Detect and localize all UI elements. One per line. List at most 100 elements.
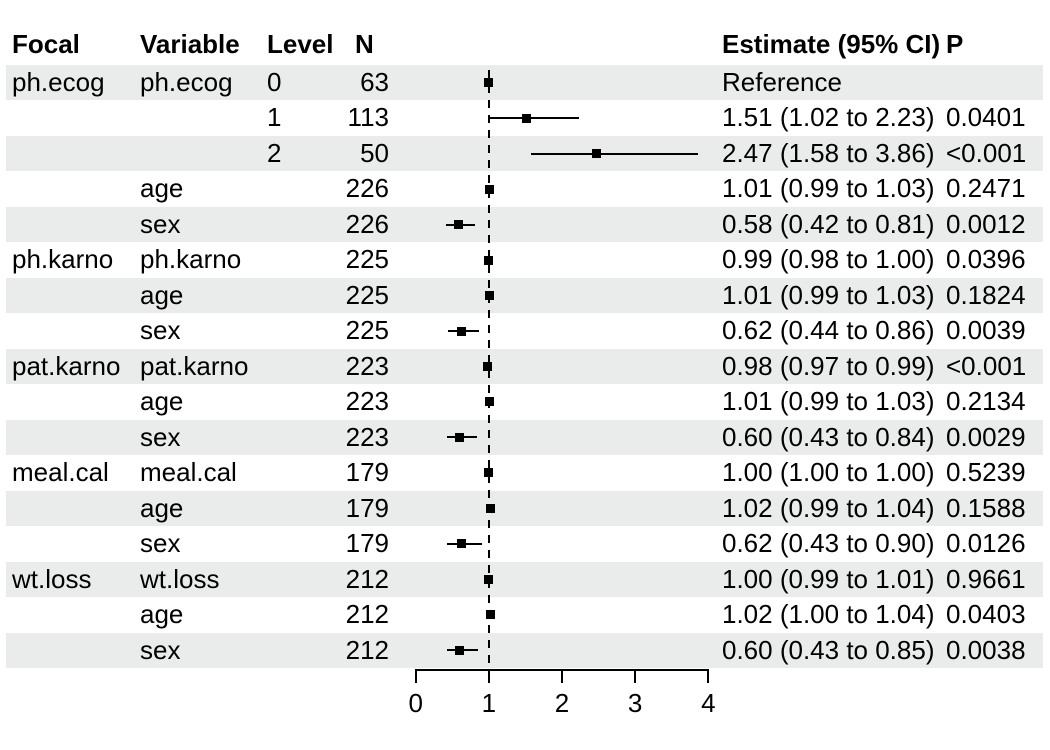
point-estimate-marker (482, 361, 492, 371)
variable-cell: sex (140, 315, 181, 346)
estimate-cell: 1.02 (1.00 to 1.04) (722, 599, 935, 630)
estimate-cell: 1.01 (0.99 to 1.03) (722, 173, 935, 204)
n-cell: 225 (345, 315, 389, 346)
focal-cell: meal.cal (12, 457, 109, 488)
point-estimate-marker (521, 113, 531, 123)
p-value-cell: 0.0039 (946, 315, 1026, 346)
estimate-cell: 2.47 (1.58 to 3.86) (722, 137, 935, 168)
variable-cell: ph.ecog (140, 67, 233, 97)
p-value-cell: 0.5239 (946, 457, 1026, 488)
n-cell: 179 (345, 492, 389, 523)
n-cell: 225 (345, 244, 389, 275)
p-value-cell: 0.0396 (946, 244, 1026, 275)
n-cell: 212 (345, 634, 389, 665)
point-estimate-marker (483, 255, 493, 265)
p-value-cell: 0.1824 (946, 279, 1026, 310)
n-cell: 179 (345, 528, 389, 559)
row-stripe (6, 277, 1043, 314)
n-cell: 223 (345, 421, 389, 452)
variable-cell: sex (140, 208, 181, 239)
estimate-cell: 0.62 (0.44 to 0.86) (722, 315, 935, 346)
column-header-estimate: Estimate (95% CI) (722, 29, 941, 59)
n-cell: 179 (345, 457, 389, 488)
estimate-cell: 0.98 (0.97 to 0.99) (722, 350, 935, 381)
level-cell: 2 (267, 137, 282, 168)
p-value-cell: <0.001 (946, 350, 1027, 381)
x-axis-tick-label: 0 (408, 688, 423, 718)
estimate-cell: 0.99 (0.98 to 1.00) (722, 244, 935, 275)
point-estimate-marker (484, 468, 494, 478)
ci-line (490, 117, 579, 120)
variable-cell: sex (140, 634, 181, 665)
p-value-cell: <0.001 (946, 137, 1027, 168)
p-value-cell: 0.0012 (946, 208, 1026, 239)
estimate-cell: 1.51 (1.02 to 2.23) (722, 102, 935, 133)
point-estimate-marker (485, 397, 495, 407)
point-estimate-marker (484, 78, 494, 88)
p-value-cell: 0.0403 (946, 599, 1026, 630)
point-estimate-marker (456, 539, 466, 549)
n-cell: 50 (360, 137, 389, 168)
n-cell: 226 (345, 173, 389, 204)
estimate-cell: 0.58 (0.42 to 0.81) (722, 208, 935, 239)
p-value-cell: 0.2134 (946, 386, 1026, 417)
point-estimate-marker (455, 432, 465, 442)
n-cell: 212 (345, 563, 389, 594)
x-axis-tick (487, 670, 490, 683)
row-stripe (6, 561, 1043, 598)
variable-cell: age (140, 599, 184, 630)
point-estimate-marker (591, 149, 601, 159)
level-cell: 1 (267, 102, 282, 133)
n-cell: 223 (345, 386, 389, 417)
focal-cell: pat.karno (12, 350, 121, 381)
ci-line (531, 152, 699, 155)
column-header-level: Level (267, 29, 334, 59)
variable-cell: age (140, 492, 184, 523)
row-stripe (6, 490, 1043, 527)
estimate-cell: 1.01 (0.99 to 1.03) (722, 386, 935, 417)
column-header-p: P (946, 29, 964, 59)
variable-cell: sex (140, 528, 181, 559)
focal-cell: wt.loss (12, 563, 92, 594)
point-estimate-marker (484, 574, 494, 584)
p-value-cell: 0.9661 (946, 563, 1026, 594)
p-value-cell: 0.0029 (946, 421, 1026, 452)
level-cell: 0 (267, 67, 282, 97)
row-stripe (6, 135, 1043, 172)
x-axis-tick (414, 670, 417, 683)
column-header-n: N (355, 29, 374, 59)
x-axis-tick (634, 670, 637, 683)
estimate-cell: 1.00 (1.00 to 1.00) (722, 457, 935, 488)
x-axis-tick-label: 2 (554, 688, 570, 718)
point-estimate-marker (485, 610, 495, 620)
point-estimate-marker (485, 184, 495, 194)
focal-cell: ph.ecog (12, 67, 105, 97)
variable-cell: sex (140, 421, 181, 452)
variable-cell: pat.karno (140, 350, 249, 381)
x-axis-tick (561, 670, 563, 683)
p-value-cell: 0.2471 (946, 173, 1026, 204)
row-stripe (6, 632, 1043, 668)
estimate-cell: 1.00 (0.99 to 1.01) (722, 563, 935, 594)
n-cell: 63 (360, 67, 389, 97)
row-stripe (6, 419, 1043, 456)
variable-cell: age (140, 173, 184, 204)
estimate-cell: 1.02 (0.99 to 1.04) (722, 492, 935, 523)
p-value-cell: 0.0038 (946, 634, 1026, 665)
x-axis-tick-label: 4 (701, 688, 716, 718)
row-stripe (6, 206, 1043, 243)
variable-cell: age (140, 279, 184, 310)
point-estimate-marker (485, 291, 495, 301)
n-cell: 223 (345, 350, 389, 381)
variable-cell: wt.loss (140, 563, 220, 594)
row-stripe (6, 348, 1043, 385)
p-value-cell: 0.1588 (946, 492, 1026, 523)
focal-cell: ph.karno (12, 244, 114, 275)
estimate-cell: Reference (722, 67, 842, 97)
n-cell: 225 (345, 279, 389, 310)
n-cell: 113 (347, 102, 389, 133)
p-value-cell: 0.0401 (946, 102, 1026, 133)
point-estimate-marker (456, 326, 466, 336)
p-value-cell: 0.0126 (946, 528, 1026, 559)
